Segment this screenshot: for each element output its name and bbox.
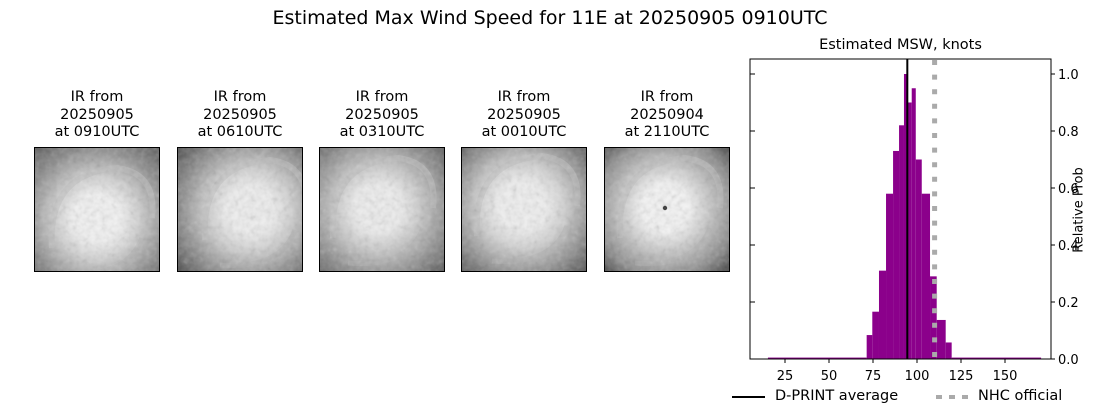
ir-thumbnail-1: IR from 20250905 at 0910UTC (34, 89, 160, 272)
histogram-bar (866, 335, 873, 359)
histogram-bar (893, 150, 900, 359)
ir-thumbnail-3: IR from 20250905 at 0310UTC (319, 89, 445, 272)
ir-satellite-image (461, 147, 587, 272)
x-tick-label: 100 (905, 369, 930, 384)
histogram-bar (906, 102, 912, 359)
caption-date: 20250905 (60, 106, 134, 123)
histogram-bar (930, 276, 937, 359)
x-tick-label: 150 (993, 369, 1018, 384)
y-tick-label: 0.2 (1058, 296, 1079, 311)
x-tick-label: 50 (821, 369, 838, 384)
legend-label-dprint: D-PRINT average (775, 388, 899, 404)
legend-label-nhc: NHC official (978, 388, 1063, 404)
caption-line: IR from (70, 89, 124, 105)
caption-line: IR from (640, 89, 694, 105)
caption-time: at 0910UTC (54, 124, 140, 140)
caption-line: IR from (355, 89, 409, 105)
y-tick-label: 0.6 (1058, 182, 1079, 197)
caption-time: at 0010UTC (481, 124, 567, 140)
chart-title: Estimated MSW, knots (819, 37, 982, 53)
ir-satellite-image (34, 147, 160, 272)
histogram-bar (767, 357, 867, 359)
ir-satellite-image (604, 147, 730, 272)
caption-time: at 0610UTC (197, 124, 283, 140)
caption-time: at 0310UTC (339, 124, 425, 140)
histogram-bar (878, 270, 887, 359)
histogram-bar (936, 319, 946, 359)
x-tick-label: 75 (865, 369, 882, 384)
histogram-bar (899, 125, 904, 359)
thumbnail-caption: IR from 20250905 at 0910UTC (34, 89, 160, 143)
caption-time: at 2110UTC (624, 124, 710, 140)
x-tick-label: 25 (777, 369, 794, 384)
dotted-line-swatch-icon (936, 395, 969, 399)
histogram-bar (872, 311, 879, 359)
histogram-bar (921, 193, 931, 359)
thumbnail-caption: IR from 20250905 at 0010UTC (461, 89, 587, 143)
thumbnail-caption: IR from 20250905 at 0310UTC (319, 89, 445, 143)
thumbnail-caption: IR from 20250904 at 2110UTC (604, 89, 730, 143)
caption-line: IR from (497, 89, 551, 105)
figure-title: Estimated Max Wind Speed for 11E at 2025… (272, 7, 828, 29)
caption-date: 20250905 (345, 106, 419, 123)
y-tick-label: 0.0 (1058, 353, 1079, 368)
y-tick-label: 1.0 (1058, 68, 1079, 83)
thumbnail-caption: IR from 20250905 at 0610UTC (177, 89, 303, 143)
caption-date: 20250905 (203, 106, 277, 123)
ir-thumbnail-5: IR from 20250904 at 2110UTC (604, 89, 730, 272)
solid-line-swatch-icon (732, 396, 765, 398)
histogram-bar (886, 193, 894, 359)
ir-thumbnail-2: IR from 20250905 at 0610UTC (177, 89, 303, 272)
histogram-bar (945, 342, 952, 359)
caption-date: 20250904 (630, 106, 704, 123)
histogram-bar (911, 88, 916, 359)
ir-satellite-image (177, 147, 303, 272)
caption-line: IR from (213, 89, 267, 105)
y-tick-label: 0.8 (1058, 125, 1079, 140)
x-tick-label: 125 (949, 369, 974, 384)
ir-satellite-image (319, 147, 445, 272)
ir-thumbnail-4: IR from 20250905 at 0010UTC (461, 89, 587, 272)
histogram-bar (951, 357, 1042, 359)
histogram-bar (915, 159, 922, 359)
y-axis-label: Relative Prob (1071, 167, 1087, 253)
y-tick-label: 0.4 (1058, 239, 1079, 254)
histogram-bar (903, 74, 907, 359)
caption-date: 20250905 (487, 106, 561, 123)
plot-frame (749, 58, 1052, 360)
